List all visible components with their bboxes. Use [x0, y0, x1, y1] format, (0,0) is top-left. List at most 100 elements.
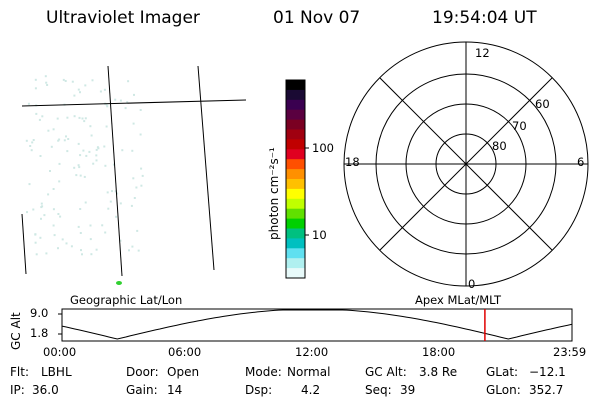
orbit-xtick-2359: 23:59 [553, 345, 587, 359]
filter-value: LBHL [41, 365, 72, 379]
speckle [56, 117, 59, 120]
ip-value: 36.0 [32, 383, 59, 397]
speckle [133, 197, 136, 199]
seq-value: 39 [400, 383, 416, 397]
colorbar-cell [286, 228, 305, 239]
orbit-ylabel: GC Alt [9, 312, 23, 350]
speckle [34, 241, 37, 244]
mlt-label-right: 6 [577, 155, 585, 169]
speckle [141, 174, 144, 177]
speckle [80, 249, 82, 252]
speckle [132, 177, 135, 180]
speckle [53, 234, 56, 237]
filter-label: Flt: [10, 365, 29, 379]
speckle [57, 139, 60, 142]
speckle [105, 103, 108, 106]
speckle [52, 208, 55, 211]
glat-label: GLat: [486, 365, 519, 379]
colorbar-cell [286, 238, 305, 249]
geo-bright-spot [116, 281, 122, 285]
colorbar-cell [286, 109, 305, 121]
orbit-xtick-1200: 12:00 [295, 345, 329, 359]
speckle [44, 75, 47, 78]
speckle [73, 94, 76, 97]
mode-value: Normal [287, 365, 331, 379]
speckle [34, 87, 37, 90]
speckle [114, 98, 117, 101]
speckle [140, 184, 143, 187]
speckle [130, 204, 133, 207]
colorbar-cell [286, 99, 305, 111]
speckle [77, 88, 80, 91]
speckle [95, 159, 98, 162]
speckle [89, 125, 92, 128]
speckle [132, 122, 135, 125]
speckle [112, 163, 115, 166]
speckle [79, 91, 81, 94]
speckle [58, 138, 61, 141]
speckle [92, 162, 95, 165]
speckle [47, 129, 50, 132]
speckle [57, 247, 59, 250]
speckle [77, 142, 80, 145]
speckle [57, 213, 60, 215]
glon-value: 352.7 [529, 383, 564, 397]
speckle [126, 101, 129, 104]
speckle [95, 248, 98, 251]
speckle [84, 117, 87, 120]
colorbar-tick-10: 10 [312, 228, 327, 242]
speckle [71, 80, 74, 83]
mlat-label-70: 70 [512, 119, 527, 133]
speckle [99, 90, 102, 93]
speckle [47, 193, 50, 196]
speckle [31, 141, 34, 144]
speckle [106, 105, 109, 108]
colorbar-cell [286, 198, 305, 210]
door-label: Door: [126, 365, 159, 379]
speckle [61, 238, 64, 241]
speckle [34, 233, 37, 236]
mlt-label-bottom: 0 [468, 277, 476, 291]
gc-alt-label: GC Alt: [365, 365, 407, 379]
geo-panel-label: Geographic Lat/Lon [70, 293, 183, 307]
dsp-value: 4.2 [301, 383, 321, 397]
geo-meridian-1 [107, 65, 123, 277]
speckle [119, 239, 122, 242]
speckle [25, 139, 28, 142]
speckle [91, 79, 94, 82]
speckle [81, 117, 84, 120]
speckle [84, 201, 87, 204]
speckle [136, 229, 139, 232]
mlt-label-left: 18 [345, 155, 360, 169]
speckle [41, 205, 44, 208]
speckle [66, 150, 69, 153]
geo-meridian-3 [21, 213, 27, 275]
speckle [66, 116, 69, 119]
speckle [140, 167, 143, 170]
speckle [32, 208, 35, 211]
speckle [73, 166, 76, 169]
speckle [131, 245, 134, 248]
speckle [52, 128, 55, 131]
speckle [106, 191, 109, 194]
speckle [78, 166, 81, 169]
colorbar-cell [286, 149, 305, 160]
speckle [39, 236, 42, 239]
speckle [64, 80, 67, 82]
door-value: Open [167, 365, 200, 379]
speckle [119, 99, 122, 102]
speckle [77, 225, 80, 228]
speckle [75, 174, 78, 177]
speckle [89, 224, 92, 227]
speckle [103, 145, 106, 148]
speckle [67, 138, 70, 140]
orbit-altitude-curve [61, 309, 573, 340]
geo-latitude-line [21, 99, 247, 107]
speckle [82, 149, 85, 152]
gain-value: 14 [167, 383, 183, 397]
speckle [90, 253, 93, 256]
